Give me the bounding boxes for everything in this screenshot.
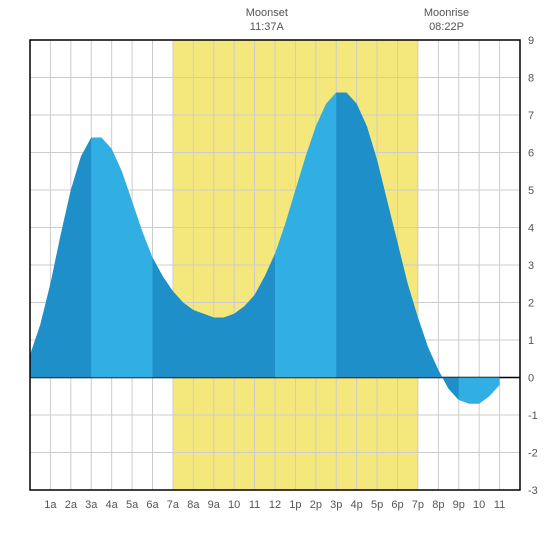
svg-text:10: 10 [228, 499, 240, 511]
svg-text:-1: -1 [528, 410, 538, 422]
svg-text:3: 3 [528, 260, 534, 272]
moonset-label: Moonset [237, 6, 297, 20]
svg-text:12: 12 [269, 499, 281, 511]
svg-text:4: 4 [528, 223, 534, 235]
svg-text:5p: 5p [371, 499, 383, 511]
svg-text:-2: -2 [528, 448, 538, 460]
svg-text:2a: 2a [65, 499, 78, 511]
moonset-time: 11:37A [237, 20, 297, 34]
svg-text:9p: 9p [453, 499, 465, 511]
svg-text:11: 11 [494, 499, 505, 511]
svg-text:2: 2 [528, 298, 534, 310]
svg-text:10: 10 [473, 499, 485, 511]
moonrise-annotation: Moonrise 08:22P [417, 6, 477, 35]
svg-text:6p: 6p [391, 499, 403, 511]
svg-text:9: 9 [528, 35, 534, 47]
tide-chart: -3-2-101234567891a2a3a4a5a6a7a8a9a101112… [0, 0, 550, 550]
svg-text:0: 0 [528, 373, 534, 385]
svg-text:4p: 4p [351, 499, 363, 511]
svg-text:2p: 2p [310, 499, 322, 511]
svg-text:8a: 8a [187, 499, 200, 511]
svg-text:8: 8 [528, 73, 534, 85]
svg-text:5a: 5a [126, 499, 139, 511]
svg-text:7p: 7p [412, 499, 424, 511]
svg-text:9a: 9a [208, 499, 221, 511]
chart-svg: -3-2-101234567891a2a3a4a5a6a7a8a9a101112… [0, 0, 550, 550]
svg-text:5: 5 [528, 185, 534, 197]
svg-text:1p: 1p [289, 499, 301, 511]
svg-text:6: 6 [528, 148, 534, 160]
svg-text:8p: 8p [432, 499, 444, 511]
moonrise-label: Moonrise [417, 6, 477, 20]
svg-text:3a: 3a [85, 499, 98, 511]
svg-text:1: 1 [528, 335, 534, 347]
svg-text:1a: 1a [44, 499, 57, 511]
svg-text:6a: 6a [146, 499, 159, 511]
moonset-annotation: Moonset 11:37A [237, 6, 297, 35]
svg-text:3p: 3p [330, 499, 342, 511]
svg-text:4a: 4a [106, 499, 119, 511]
svg-text:7: 7 [528, 110, 534, 122]
svg-text:-3: -3 [528, 485, 538, 497]
moonrise-time: 08:22P [417, 20, 477, 34]
svg-text:7a: 7a [167, 499, 180, 511]
svg-text:11: 11 [249, 499, 260, 511]
